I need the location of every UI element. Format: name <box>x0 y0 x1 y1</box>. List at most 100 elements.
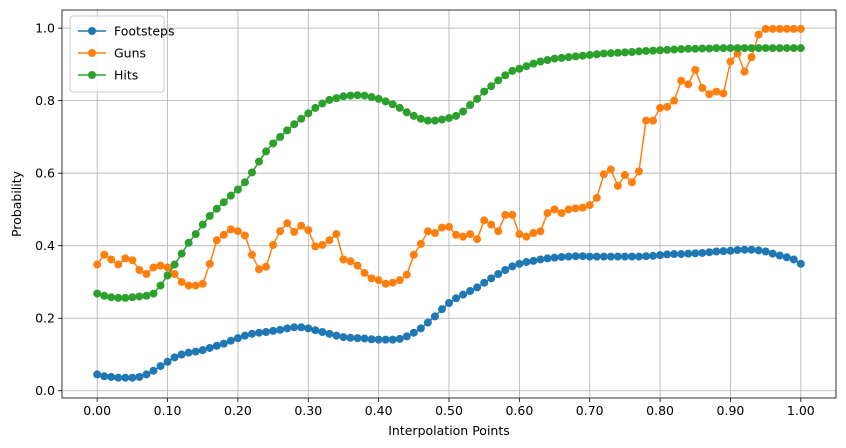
data-point <box>585 201 594 210</box>
data-point <box>719 44 728 53</box>
x-tick-label: 0.80 <box>646 403 674 418</box>
data-point <box>423 116 432 125</box>
data-point <box>233 227 242 236</box>
data-point <box>705 90 714 99</box>
data-point <box>550 54 559 63</box>
data-point <box>297 221 306 230</box>
data-point <box>388 278 397 287</box>
data-point <box>135 372 144 381</box>
data-point <box>768 249 777 258</box>
x-tick-label: 1.00 <box>787 403 815 418</box>
data-point <box>184 348 193 357</box>
legend-label: Hits <box>114 68 138 83</box>
data-point <box>670 96 679 105</box>
data-point <box>578 51 587 60</box>
data-point <box>318 99 327 108</box>
data-point <box>522 62 531 71</box>
data-point <box>634 167 643 176</box>
data-point <box>663 45 672 54</box>
data-point <box>627 178 636 187</box>
data-point <box>789 24 798 33</box>
data-point <box>198 220 207 229</box>
data-point <box>93 260 102 269</box>
series-guns <box>93 24 805 290</box>
plot-series <box>93 24 805 382</box>
data-point <box>663 102 672 111</box>
data-point <box>156 362 165 371</box>
data-point <box>170 260 179 269</box>
data-point <box>346 257 355 266</box>
data-point <box>473 94 482 103</box>
y-tick-label: 0.0 <box>35 383 55 398</box>
series-footsteps <box>93 245 805 382</box>
data-point <box>691 44 700 53</box>
data-point <box>571 252 580 261</box>
data-point <box>543 56 552 65</box>
data-point <box>437 115 446 124</box>
data-point <box>346 333 355 342</box>
data-point <box>311 242 320 251</box>
x-axis-label: Interpolation Points <box>388 423 510 438</box>
data-point <box>311 103 320 112</box>
data-point <box>508 262 517 271</box>
series-hits <box>93 44 805 302</box>
data-point <box>276 325 285 334</box>
data-point <box>353 261 362 270</box>
data-point <box>409 111 418 120</box>
legend: Footsteps Guns Hits <box>69 15 175 93</box>
data-point <box>487 82 496 91</box>
data-point <box>332 331 341 340</box>
data-point <box>163 263 172 272</box>
data-point <box>325 329 334 338</box>
legend-item: Footsteps <box>78 24 175 39</box>
data-point <box>480 278 489 287</box>
data-point <box>290 120 299 129</box>
data-point <box>416 324 425 333</box>
data-point <box>100 372 109 381</box>
data-point <box>247 329 256 338</box>
data-point <box>543 254 552 263</box>
data-point <box>283 126 292 135</box>
data-point <box>283 219 292 228</box>
data-point <box>536 227 545 236</box>
data-point <box>177 249 186 258</box>
data-point <box>276 132 285 141</box>
data-point <box>480 87 489 96</box>
data-point <box>761 44 770 53</box>
data-point <box>177 277 186 286</box>
data-point <box>613 181 622 190</box>
data-point <box>613 252 622 261</box>
data-point <box>156 261 165 270</box>
data-point <box>402 108 411 117</box>
data-point <box>318 328 327 336</box>
data-point <box>402 270 411 279</box>
data-point <box>367 335 376 344</box>
data-point <box>226 336 235 345</box>
data-point <box>754 246 763 255</box>
data-point <box>452 230 461 239</box>
data-point <box>212 236 221 245</box>
data-point <box>606 49 615 58</box>
data-point <box>466 230 475 239</box>
data-point <box>114 260 123 269</box>
data-point <box>374 94 383 103</box>
data-point <box>311 326 320 335</box>
data-point <box>191 347 200 356</box>
data-point <box>191 281 200 290</box>
data-point <box>459 290 468 299</box>
data-point <box>564 53 573 62</box>
data-point <box>184 281 193 290</box>
data-point <box>627 252 636 261</box>
data-point <box>388 335 397 344</box>
data-point <box>262 262 271 271</box>
data-point <box>740 245 749 254</box>
data-point <box>712 247 721 256</box>
data-point <box>775 24 784 33</box>
data-point <box>374 276 383 285</box>
data-point <box>599 252 608 261</box>
data-point <box>332 230 341 239</box>
data-point <box>466 101 475 110</box>
data-point <box>459 107 468 116</box>
data-point <box>529 59 538 68</box>
